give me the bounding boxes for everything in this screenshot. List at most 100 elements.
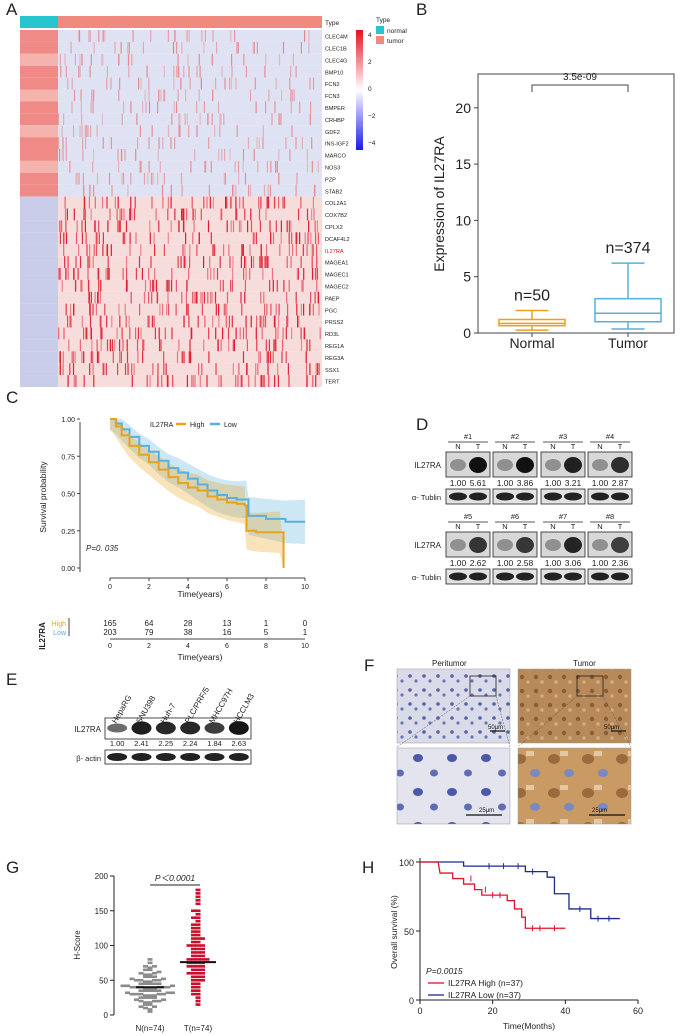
- heatmap-cell: [237, 160, 240, 173]
- heatmap-cell: [235, 196, 237, 209]
- heatmap-normal-cell: [20, 125, 58, 138]
- heatmap-cell: [211, 291, 213, 304]
- heatmap-cell: [258, 208, 261, 221]
- point-tumor: [191, 985, 196, 989]
- heatmap-cell: [76, 172, 78, 185]
- gene-label: INS-IGF2: [325, 142, 349, 148]
- heatmap-cell: [153, 315, 155, 328]
- h-y-tick-label: 50: [404, 927, 414, 937]
- heatmap-cell: [120, 41, 122, 54]
- heatmap-cell: [88, 196, 90, 209]
- heatmap-cell: [249, 89, 252, 102]
- cell-line-ratio: 1.00: [110, 739, 125, 748]
- heatmap-cell: [287, 303, 289, 316]
- heatmap-cells: [20, 30, 322, 387]
- point-normal: [147, 989, 153, 992]
- heatmap-cell: [242, 244, 244, 257]
- heatmap-cell: [278, 53, 281, 66]
- heatmap-cell: [203, 101, 205, 114]
- heatmap-cell: [146, 65, 148, 78]
- heatmap-cell: [204, 315, 206, 328]
- heatmap-cell: [244, 208, 246, 221]
- heatmap-cell: [88, 30, 90, 42]
- heatmap-normal-cell: [20, 351, 58, 364]
- heatmap-cell: [93, 184, 95, 197]
- heatmap-cell: [306, 149, 308, 161]
- blot-row-label: IL27RA: [414, 541, 441, 550]
- gene-label: COL2A1: [325, 201, 346, 207]
- normal-type-bar: [20, 16, 58, 28]
- heatmap-cell: [170, 137, 172, 149]
- box-n-label: n=374: [606, 240, 651, 257]
- heatmap-cell: [118, 303, 120, 316]
- risk-value: 38: [184, 628, 193, 637]
- heatmap-cell: [87, 256, 89, 268]
- heatmap-cell: [90, 125, 92, 138]
- heatmap-cell: [107, 220, 109, 233]
- heatmap-cell: [235, 375, 237, 387]
- heatmap-cell: [264, 303, 266, 316]
- heatmap-cell: [74, 279, 77, 292]
- point-tumor: [195, 954, 201, 958]
- point-normal: [147, 975, 153, 979]
- point-tumor: [195, 923, 201, 926]
- heatmap-cell: [183, 315, 185, 328]
- heatmap-cell: [99, 315, 101, 328]
- heatmap-cell: [65, 232, 68, 245]
- heatmap-cell: [94, 220, 96, 233]
- heatmap-cell: [180, 172, 183, 185]
- heatmap-cell: [262, 268, 264, 280]
- cell-line-label: HepaRG: [110, 694, 133, 725]
- ratio-t: 2.62: [470, 558, 487, 568]
- point-normal: [147, 1003, 153, 1006]
- legend-normal-swatch: [376, 26, 384, 34]
- heatmap-cell: [92, 363, 94, 376]
- heatmap-cell: [137, 351, 139, 364]
- heatmap-cell: [101, 113, 103, 126]
- heatmap-cell: [259, 351, 261, 364]
- heatmap-cell: [200, 291, 202, 304]
- heatmap-cell: [188, 315, 190, 328]
- heatmap-cell: [319, 327, 321, 340]
- heatmap-tumor-bg: [58, 232, 322, 245]
- band-actin: [228, 753, 249, 761]
- point-tumor: [195, 944, 201, 947]
- heatmap-cell: [173, 41, 175, 54]
- heatmap-cell: [207, 291, 209, 304]
- heatmap-cell: [296, 268, 298, 280]
- heatmap-cell: [304, 232, 306, 245]
- heatmap-cell: [126, 339, 128, 352]
- heatmap-cell: [253, 41, 255, 54]
- heatmap-cell: [191, 196, 193, 209]
- heatmap-cell: [259, 315, 261, 328]
- heatmap-cell: [135, 268, 137, 280]
- point-tumor: [195, 968, 201, 972]
- heatmap-cell: [266, 351, 268, 364]
- band-n: [545, 539, 561, 551]
- heatmap-cell: [92, 256, 94, 268]
- gene-label: MAGEC2: [325, 285, 349, 291]
- cell-line-label: HCCLM3: [232, 692, 257, 725]
- risk-x-tick-label: 6: [225, 643, 229, 650]
- heatmap-cell: [63, 244, 65, 257]
- heatmap-cell: [273, 196, 275, 209]
- gene-label: BMP10: [325, 70, 343, 76]
- point-normal: [125, 991, 130, 995]
- point-tumor: [200, 978, 205, 982]
- band-t: [611, 457, 629, 473]
- heatmap-cell: [268, 375, 270, 387]
- heatmap-cell: [101, 196, 104, 209]
- heatmap-cell: [72, 363, 75, 376]
- gene-label: MARCO: [325, 154, 346, 160]
- ratio-n: 1.00: [497, 478, 514, 488]
- heatmap-cell: [265, 339, 267, 352]
- ratio-n: 1.00: [450, 558, 467, 568]
- heatmap-cell: [303, 303, 305, 316]
- panel-label-c: C: [6, 388, 19, 407]
- heatmap-cell: [192, 291, 194, 304]
- heatmap-cell: [286, 220, 288, 233]
- heatmap-cell: [173, 101, 175, 114]
- point-normal: [170, 984, 175, 988]
- heatmap-cell: [239, 196, 241, 209]
- heatmap-cell: [133, 363, 135, 376]
